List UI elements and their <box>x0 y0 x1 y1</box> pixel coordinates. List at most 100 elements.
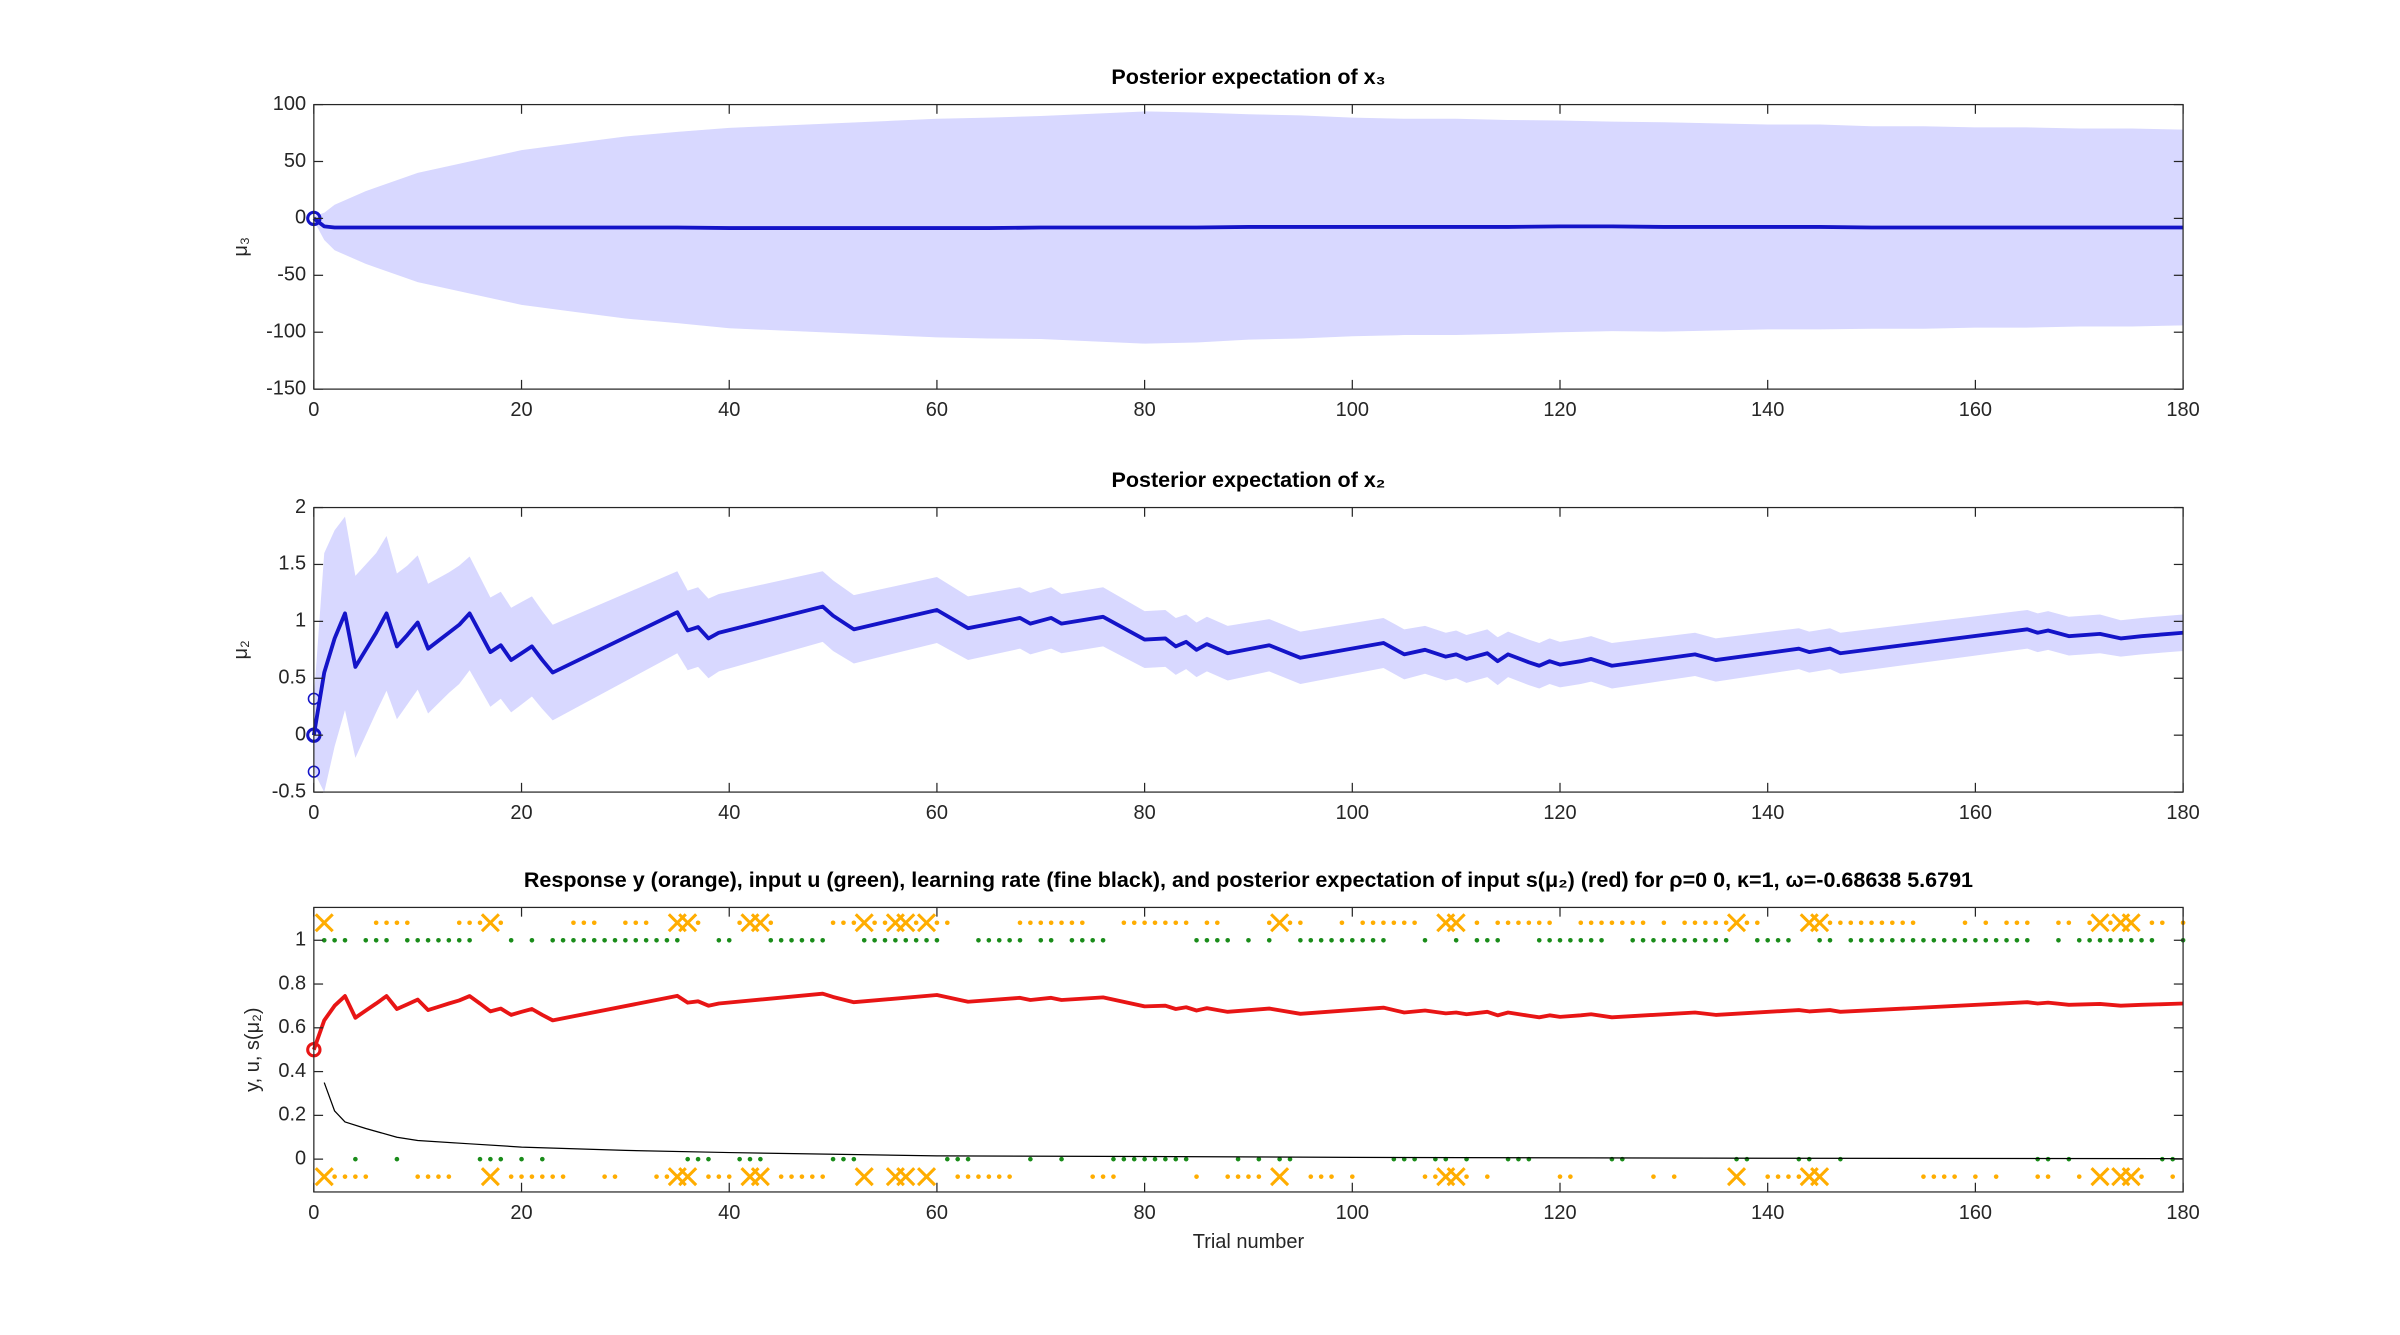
dot <box>1474 937 1480 943</box>
dot <box>861 937 867 943</box>
cross-marker <box>750 913 770 933</box>
dot <box>581 920 587 926</box>
dot <box>405 920 410 926</box>
dot <box>540 1174 545 1179</box>
x-tick-label: 0 <box>308 1202 319 1224</box>
dot <box>872 920 877 926</box>
dot <box>405 937 410 943</box>
dot <box>934 920 940 926</box>
dot <box>799 1174 805 1179</box>
line <box>323 1082 2184 1160</box>
x-tick-label: 160 <box>1959 802 1992 824</box>
dot <box>1495 920 1500 926</box>
dot <box>1370 937 1376 943</box>
x-tick-label: 40 <box>718 1202 740 1224</box>
dot <box>1941 1174 1947 1179</box>
dot <box>612 937 618 943</box>
dot <box>1173 1156 1179 1162</box>
dot <box>342 1174 348 1179</box>
dot <box>726 1174 732 1179</box>
dot <box>1308 1174 1314 1179</box>
dot <box>2139 937 2144 943</box>
dot <box>851 1156 857 1162</box>
dot <box>1007 1174 1012 1179</box>
dot <box>1983 920 1989 926</box>
y-tick-label: 1 <box>295 610 306 632</box>
dot <box>1142 920 1147 926</box>
dot <box>872 937 877 943</box>
dot <box>1568 937 1573 943</box>
dot <box>1422 1174 1428 1179</box>
dot <box>332 937 337 943</box>
dot <box>1194 937 1199 943</box>
dot <box>955 1174 960 1179</box>
dot <box>2108 920 2113 926</box>
y-tick-label: 1.5 <box>278 553 306 575</box>
dot <box>1952 1174 1957 1179</box>
dot <box>1038 937 1044 943</box>
dot <box>830 920 836 926</box>
dot <box>1017 937 1023 943</box>
dot <box>768 920 774 926</box>
dot <box>1838 1156 1843 1162</box>
dot <box>945 920 950 926</box>
dot <box>1630 937 1635 943</box>
cross-marker <box>480 1167 500 1187</box>
dot <box>591 937 597 943</box>
cross-marker <box>1446 1167 1466 1187</box>
dot <box>1173 920 1179 926</box>
cross-marker <box>678 913 698 933</box>
dot <box>1287 920 1293 926</box>
dot <box>446 937 452 943</box>
cross-marker <box>1270 913 1290 933</box>
dot <box>1381 920 1386 926</box>
dot <box>1661 920 1667 926</box>
dot <box>1786 937 1791 943</box>
dot <box>1775 1174 1781 1179</box>
dot <box>467 920 472 926</box>
dot <box>1401 920 1407 926</box>
y-axis-label: μ₂ <box>230 640 252 659</box>
dot <box>768 937 774 943</box>
dot <box>1370 920 1376 926</box>
dot <box>758 1156 763 1162</box>
dot <box>1329 1174 1334 1179</box>
x-tick-label: 80 <box>1133 802 1155 824</box>
dot <box>664 1174 670 1179</box>
dot <box>2149 920 2155 926</box>
dot <box>851 920 857 926</box>
dot <box>498 920 504 926</box>
dot <box>1848 937 1854 943</box>
x-tick-label: 140 <box>1751 399 1784 421</box>
dot <box>456 937 462 943</box>
dot <box>820 937 825 943</box>
cross-marker <box>2121 913 2141 933</box>
chart-title: Posterior expectation of x₂ <box>1112 468 1386 492</box>
dot <box>1028 1156 1033 1162</box>
x-tick-label: 120 <box>1543 1202 1576 1224</box>
dot <box>1048 937 1054 943</box>
dot <box>945 1156 950 1162</box>
dot <box>1578 937 1584 943</box>
cross-marker <box>1810 1167 1830 1187</box>
dot <box>1557 937 1563 943</box>
x-tick-label: 20 <box>510 1202 532 1224</box>
dot <box>623 920 628 926</box>
dot <box>986 937 992 943</box>
cross-marker <box>314 913 334 933</box>
dot <box>643 920 649 926</box>
dot <box>581 937 587 943</box>
dot <box>550 937 555 943</box>
dot <box>633 920 639 926</box>
dot <box>810 1174 815 1179</box>
x-tick-label: 160 <box>1959 1202 1992 1224</box>
dot <box>2004 920 2009 926</box>
dot <box>477 1156 483 1162</box>
cross-marker <box>1726 1167 1747 1187</box>
dot <box>955 1156 960 1162</box>
x-tick-label: 180 <box>2166 802 2199 824</box>
uncertainty-band <box>313 516 2184 793</box>
dot <box>2087 920 2092 926</box>
dot <box>789 1174 794 1179</box>
dot <box>508 1174 514 1179</box>
